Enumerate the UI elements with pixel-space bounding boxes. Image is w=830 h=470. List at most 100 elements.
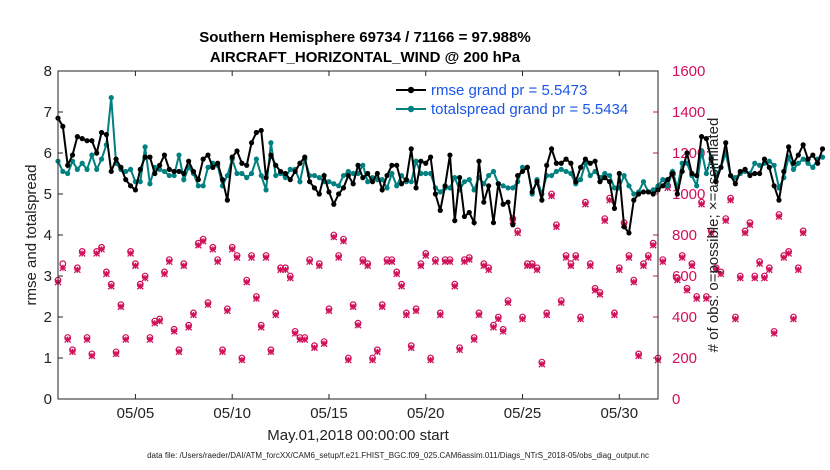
obs-assimilated-point <box>722 217 730 225</box>
legend-rmse-marker <box>407 86 415 94</box>
plot-frame <box>57 70 659 400</box>
rmse-point <box>577 164 584 170</box>
totalspread-point <box>510 185 516 191</box>
rmse-point <box>539 197 545 203</box>
rmse-point <box>360 175 366 181</box>
rmse-point <box>331 201 337 207</box>
obs-assimilated-point <box>156 317 164 325</box>
rmse-point <box>157 162 163 168</box>
totalspread-point <box>752 160 758 166</box>
rmse-point <box>321 172 327 179</box>
rmse-point <box>524 164 530 170</box>
obs-assimilated-point <box>601 217 609 225</box>
totalspread-point <box>447 185 453 191</box>
totalspread-point <box>389 170 395 177</box>
obs-assimilated-point <box>615 266 623 274</box>
obs-assimilated-point <box>572 254 580 262</box>
x-tick-label: 05/15 <box>310 405 348 422</box>
y2-tick-label: 0 <box>672 391 680 408</box>
obs-assimilated-point <box>407 344 415 352</box>
obs-assimilated-point <box>794 266 802 274</box>
totalspread-point <box>461 179 468 185</box>
rmse-point <box>447 152 453 158</box>
rmse-point <box>166 166 172 172</box>
rmse-point <box>316 191 322 197</box>
plot-area <box>58 71 658 399</box>
rmse-point <box>350 181 356 187</box>
obs-assimilated-point <box>567 262 575 270</box>
obs-assimilated-series <box>54 172 807 368</box>
rmse-point <box>287 177 293 183</box>
obs-assimilated-point <box>446 258 454 266</box>
rmse-point <box>640 189 647 195</box>
rmse-point <box>268 152 274 158</box>
totalspread-point <box>171 172 177 179</box>
rmse-point <box>723 140 729 146</box>
y-tick-label: 5 <box>44 186 52 203</box>
totalspread-point <box>665 183 671 189</box>
x-axis: 05/05 05/10 05/15 05/20 05/25 05/30 <box>117 71 638 422</box>
totalspread-point <box>558 166 564 172</box>
rmse-point <box>418 158 424 164</box>
rmse-point <box>703 136 709 142</box>
totalspread-point <box>311 172 318 179</box>
rmse-point <box>461 213 468 220</box>
totalspread-point <box>766 158 772 164</box>
totalspread-point <box>394 183 400 189</box>
chart-title-line2: AIRCRAFT_HORIZONTAL_WIND @ 200 hPa <box>210 49 521 66</box>
totalspread-point <box>316 175 322 181</box>
obs-assimilated-point <box>625 254 633 262</box>
totalspread-point <box>195 183 201 189</box>
totalspread-point <box>660 177 666 183</box>
obs-assimilated-point <box>412 307 420 315</box>
rmse-point <box>200 156 206 162</box>
totalspread-point <box>137 179 143 185</box>
y-axis-left-label: rmse and totalspread <box>23 165 40 306</box>
totalspread-point <box>84 166 90 172</box>
rmse-point <box>553 160 559 166</box>
obs-assimilated-point <box>117 303 125 311</box>
obs-assimilated-point <box>436 311 444 319</box>
rmse-point <box>742 166 748 172</box>
obs-assimilated-point <box>557 299 565 307</box>
obs-assimilated-point <box>649 241 657 249</box>
x-tick-label: 05/30 <box>601 405 639 422</box>
rmse-point <box>471 220 477 226</box>
totalspread-point <box>486 172 492 179</box>
rmse-point <box>602 175 608 181</box>
rmse-point <box>568 160 574 166</box>
x-axis-label: May.01,2018 00:00:00 start <box>267 427 449 444</box>
rmse-point <box>384 172 390 179</box>
rmse-point <box>486 183 492 189</box>
rmse-point <box>123 177 129 183</box>
rmse-point <box>452 218 458 224</box>
rmse-point <box>374 170 380 177</box>
rmse-point <box>137 166 143 172</box>
rmse-point <box>171 168 177 175</box>
totalspread-point <box>287 166 293 172</box>
rmse-point <box>645 189 651 195</box>
obs-assimilated-point <box>519 315 526 323</box>
rmse-point <box>636 191 642 197</box>
rmse-point <box>161 152 168 158</box>
rmse-point <box>582 156 589 162</box>
totalspread-point <box>181 177 187 183</box>
totalspread-point <box>694 183 700 189</box>
totalspread-point <box>350 170 356 177</box>
obs-assimilated-point <box>204 301 212 309</box>
totalspread-point <box>437 189 443 195</box>
totalspread-point <box>234 170 240 177</box>
obs-assimilated-point <box>499 327 507 335</box>
rmse-point <box>345 172 351 179</box>
rmse-point <box>210 164 216 170</box>
rmse-point <box>234 148 240 154</box>
obs-assimilated-point <box>427 356 435 364</box>
totalspread-point <box>166 172 172 179</box>
totalspread-point <box>805 160 811 166</box>
rmse-point <box>394 162 400 168</box>
y2-tick-label: 1400 <box>672 104 705 121</box>
obs-assimilated-point <box>127 249 135 257</box>
data-file-footnote: data file: /Users/raeder/DAI/ATM_forcXX/… <box>147 451 649 460</box>
totalspread-point <box>244 175 250 181</box>
obs-assimilated-point <box>402 311 410 319</box>
